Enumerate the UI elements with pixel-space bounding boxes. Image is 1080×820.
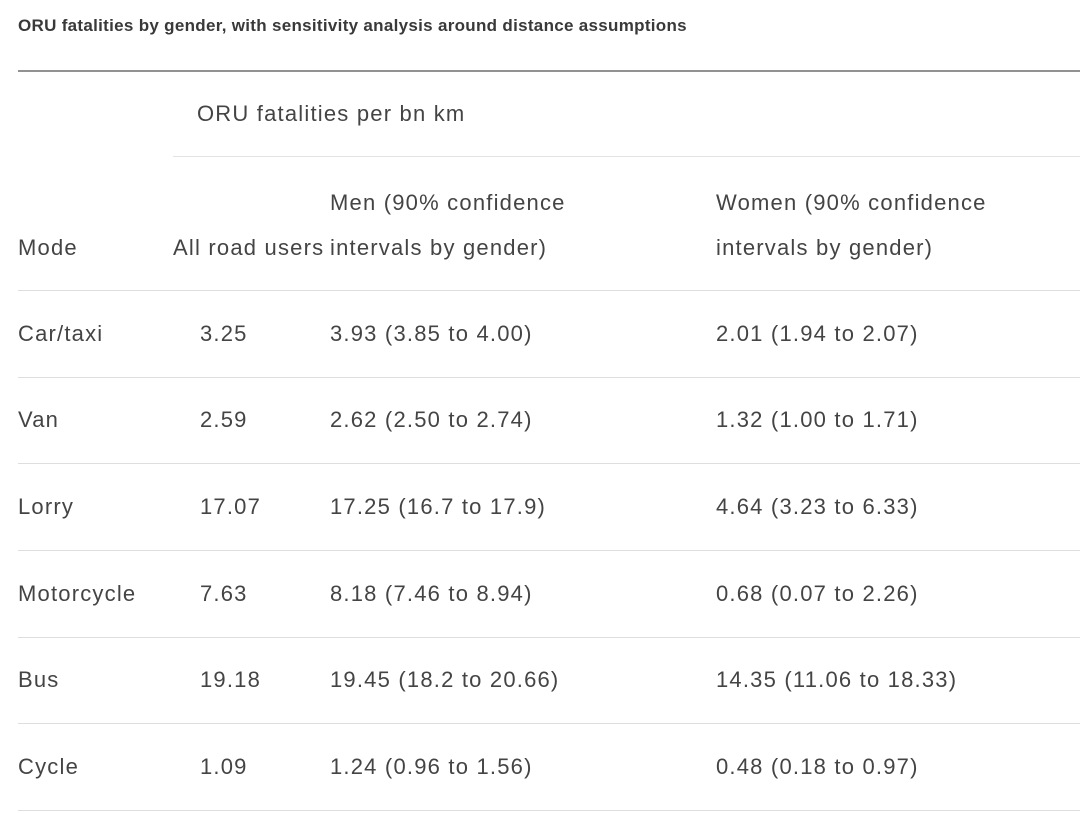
table-row: Lorry 17.07 17.25 (16.7 to 17.9) 4.64 (3… [18, 464, 1080, 551]
men-value-cell: 8.18 (7.46 to 8.94) [330, 580, 533, 606]
mode-cell: Cycle [18, 754, 80, 780]
men-value-cell: 19.45 (18.2 to 20.66) [330, 667, 560, 693]
group-header-band: ORU fatalities per bn km [173, 72, 1080, 157]
mode-cell: Van [18, 407, 60, 433]
women-value-cell: 0.68 (0.07 to 2.26) [716, 580, 919, 606]
column-header-mode: Mode [18, 235, 78, 260]
women-value-cell: 4.64 (3.23 to 6.33) [716, 494, 919, 520]
column-header-men: Men (90% confidence intervals by gender) [330, 190, 566, 260]
all-road-users-cell: 7.63 [200, 580, 248, 606]
mode-cell: Bus [18, 667, 60, 693]
all-road-users-cell: 2.59 [200, 407, 248, 433]
table-row: Motorcycle 7.63 8.18 (7.46 to 8.94) 0.68… [18, 551, 1080, 638]
figure-title: ORU fatalities by gender, with sensitivi… [18, 16, 687, 35]
group-header-label: ORU fatalities per bn km [197, 101, 466, 126]
mode-cell: Motorcycle [18, 580, 137, 606]
table-row: Cycle 1.09 1.24 (0.96 to 1.56) 0.48 (0.1… [18, 724, 1080, 811]
men-value-cell: 2.62 (2.50 to 2.74) [330, 407, 533, 433]
women-value-cell: 1.32 (1.00 to 1.71) [716, 407, 919, 433]
men-value-cell: 3.93 (3.85 to 4.00) [330, 320, 533, 346]
women-value-cell: 0.48 (0.18 to 0.97) [716, 754, 919, 780]
men-value-cell: 17.25 (16.7 to 17.9) [330, 494, 547, 520]
column-header-women: Women (90% confidence intervals by gende… [716, 190, 987, 260]
all-road-users-cell: 1.09 [200, 754, 248, 780]
table-header-row: Mode All road users Men (90% confidence … [18, 157, 1080, 291]
table-row: Car/taxi 3.25 3.93 (3.85 to 4.00) 2.01 (… [18, 291, 1080, 378]
women-value-cell: 2.01 (1.94 to 2.07) [716, 320, 919, 346]
men-value-cell: 1.24 (0.96 to 1.56) [330, 754, 533, 780]
column-header-all-road-users: All road users [173, 235, 325, 260]
all-road-users-cell: 19.18 [200, 667, 262, 693]
table-row: Van 2.59 2.62 (2.50 to 2.74) 1.32 (1.00 … [18, 378, 1080, 465]
mode-cell: Lorry [18, 494, 75, 520]
all-road-users-cell: 17.07 [200, 494, 262, 520]
table-row: Bus 19.18 19.45 (18.2 to 20.66) 14.35 (1… [18, 638, 1080, 725]
table-body: Car/taxi 3.25 3.93 (3.85 to 4.00) 2.01 (… [0, 291, 1080, 811]
mode-cell: Car/taxi [18, 320, 104, 346]
top-rule [18, 70, 1080, 72]
all-road-users-cell: 3.25 [200, 320, 248, 346]
women-value-cell: 14.35 (11.06 to 18.33) [716, 667, 958, 693]
